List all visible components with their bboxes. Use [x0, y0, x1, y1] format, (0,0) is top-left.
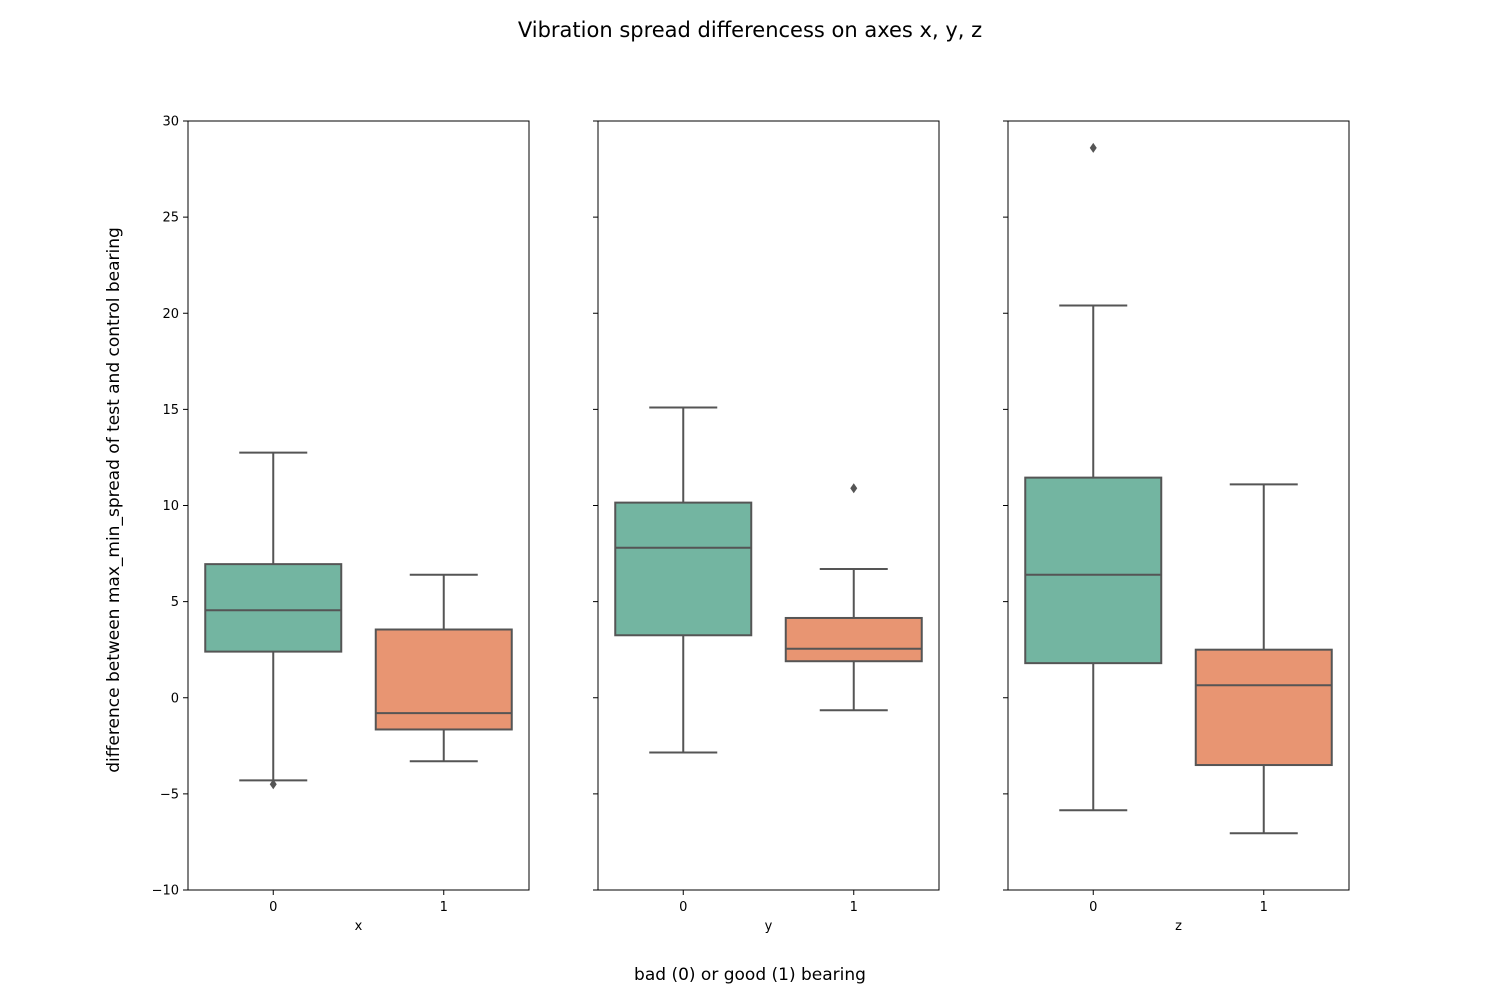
chart-ylabel: difference between max_min_spread of tes… — [104, 227, 124, 773]
x-tick-label: 1 — [1260, 900, 1268, 915]
box-x-0 — [205, 453, 341, 790]
y-tick-label: −5 — [160, 787, 179, 802]
panel-y: 0 1 y — [593, 121, 939, 934]
y-tick-label: 20 — [162, 307, 179, 322]
x-tick-label: 1 — [440, 900, 448, 915]
x-tick-label: 1 — [850, 900, 858, 915]
panel-xlabel: y — [765, 919, 773, 934]
box-body — [786, 618, 922, 661]
box-y-0 — [615, 407, 751, 752]
y-tick-label: 30 — [162, 115, 179, 130]
box-body — [376, 630, 512, 730]
y-tick-label: 0 — [171, 691, 179, 706]
y-tick-label: −10 — [152, 884, 179, 899]
box-z-0 — [1025, 143, 1161, 810]
box-y-1 — [786, 483, 922, 710]
panel-x: −10 −5 0 5 10 15 20 25 30 0 1 x — [152, 115, 529, 935]
outlier-point — [1090, 143, 1097, 153]
x-tick-label: 0 — [679, 900, 687, 915]
outlier-point — [850, 483, 857, 493]
panel-frame — [188, 121, 529, 890]
box-z-1 — [1196, 484, 1332, 833]
y-tick-label: 10 — [162, 499, 179, 514]
panel-z: 0 1 z — [1003, 121, 1349, 934]
chart-title: Vibration spread differencess on axes x,… — [518, 18, 982, 42]
y-tick-label: 15 — [162, 403, 179, 418]
box-body — [205, 564, 341, 651]
panels-layer: −10 −5 0 5 10 15 20 25 30 0 1 x 0 1 y 0 1 z — [152, 115, 1349, 935]
box-body — [615, 503, 751, 636]
chart-xlabel: bad (0) or good (1) bearing — [634, 965, 866, 985]
box-x-1 — [376, 575, 512, 761]
box-body — [1025, 478, 1161, 664]
x-tick-label: 0 — [269, 900, 277, 915]
panel-xlabel: x — [355, 919, 363, 934]
box-body — [1196, 650, 1332, 765]
y-tick-label: 5 — [171, 595, 179, 610]
y-tick-label: 25 — [162, 211, 179, 226]
x-tick-label: 0 — [1089, 900, 1097, 915]
panel-xlabel: z — [1175, 919, 1182, 934]
